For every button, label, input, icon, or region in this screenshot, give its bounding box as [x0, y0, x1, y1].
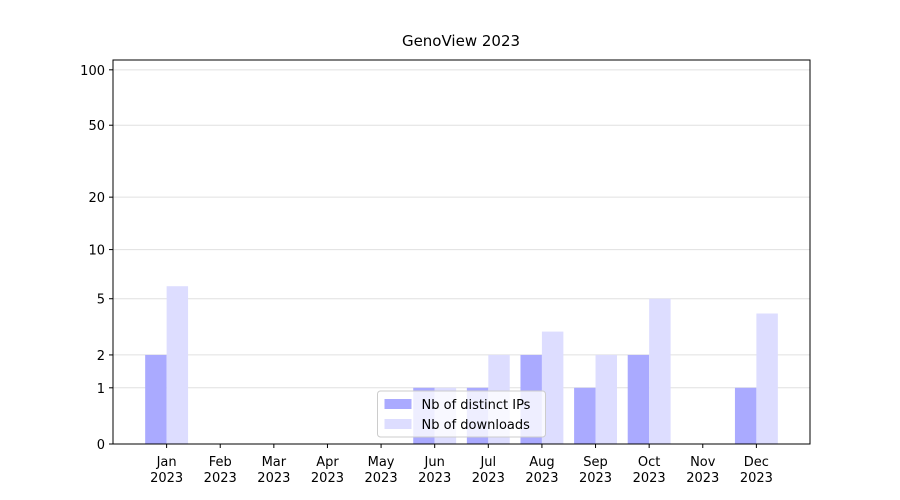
x-tick-label: Jul 2023 — [472, 455, 505, 486]
y-tick-label: 100 — [80, 64, 105, 79]
y-tick-label: 2 — [97, 349, 105, 364]
legend-swatch — [384, 399, 412, 409]
legend-label: Nb of downloads — [422, 418, 531, 433]
x-tick-label: Aug 2023 — [525, 455, 558, 486]
bar — [166, 286, 189, 444]
y-tick-label: 50 — [88, 119, 105, 134]
bar — [734, 387, 757, 444]
y-tick-label: 1 — [97, 382, 105, 397]
bar — [627, 354, 650, 444]
legend: Nb of distinct IPs Nb of downloads — [377, 390, 546, 438]
bar — [595, 354, 617, 444]
x-tick-label: May 2023 — [365, 455, 398, 486]
x-tick-label: Mar 2023 — [257, 455, 290, 486]
bar — [756, 313, 778, 444]
y-tick-label: 10 — [88, 244, 105, 259]
bar — [574, 387, 596, 444]
x-tick-label: Feb 2023 — [204, 455, 237, 486]
chart-title: GenoView 2023 — [402, 32, 520, 50]
y-tick-label: 20 — [88, 191, 105, 206]
y-tick-label: 0 — [97, 438, 105, 453]
x-tick-label: Jun 2023 — [418, 455, 451, 486]
legend-swatch — [384, 419, 412, 429]
x-tick-label: Jan 2023 — [150, 455, 183, 486]
x-tick-label: Apr 2023 — [311, 455, 344, 486]
bar — [541, 331, 564, 444]
legend-box — [377, 390, 546, 438]
x-tick-label: Oct 2023 — [633, 455, 666, 486]
bar — [145, 354, 167, 444]
bar — [649, 298, 671, 444]
legend-label: Nb of distinct IPs — [422, 398, 531, 413]
y-tick-label: 5 — [97, 293, 105, 308]
x-tick-label: Nov 2023 — [686, 455, 719, 486]
x-tick-label: Dec 2023 — [740, 455, 773, 486]
plot-frame — [112, 59, 811, 445]
x-tick-label: Sep 2023 — [579, 455, 612, 486]
